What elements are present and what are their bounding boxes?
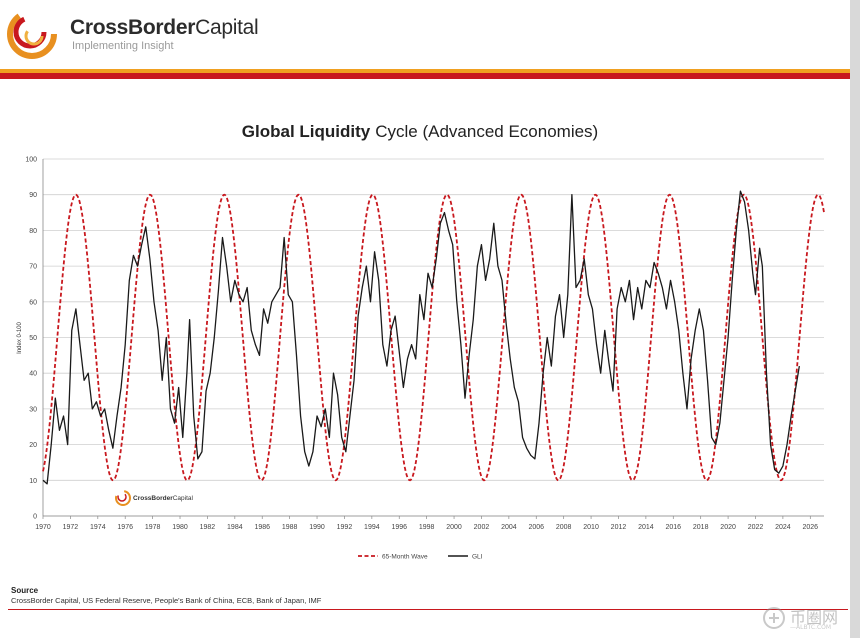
x-tick-label: 1986 (254, 524, 270, 531)
x-tick-label: 1984 (227, 524, 243, 531)
liquidity-cycle-chart: Global Liquidity Cycle (Advanced Economie… (17, 122, 825, 561)
series-lines (42, 190, 825, 485)
y-tick-label: 100 (25, 157, 37, 164)
y-axis-label: Index 0-100 (17, 321, 23, 353)
x-tick-label: 2026 (803, 524, 819, 531)
y-tick-label: 80 (29, 228, 37, 235)
x-tick-label: 2024 (775, 524, 791, 531)
x-tick-label: 1978 (145, 524, 161, 531)
y-tick-label: 60 (29, 299, 37, 306)
series-line-gli (42, 190, 800, 485)
y-tick-label: 40 (29, 371, 37, 378)
x-tick-label: 2010 (583, 524, 599, 531)
brand-name-bold: CrossBorder (70, 16, 196, 39)
y-tick-label: 20 (29, 442, 37, 449)
header-stripe-orange (0, 69, 850, 73)
watermark-site-name: 币圈网 (790, 608, 839, 627)
y-tick-label: 30 (29, 406, 37, 413)
x-tick-label: 1998 (419, 524, 435, 531)
inset-logo-text: CrossBorderCapital (133, 495, 194, 502)
x-tick-label: 1990 (309, 524, 325, 531)
x-tick-label: 2022 (748, 524, 764, 531)
y-tick-label: 90 (29, 192, 37, 199)
y-tick-label: 50 (29, 335, 37, 342)
inset-logo: CrossBorderCapital (115, 490, 194, 506)
source-title: Source (11, 586, 39, 595)
x-tick-label: 1976 (117, 524, 133, 531)
x-tick-label: 2004 (501, 524, 517, 531)
x-axis-ticks: 1970 1972 1974 1976 1978 1980 1982 1984 1986 1988… (35, 516, 818, 531)
watermark-site-url: —ALBTC.COM (790, 624, 832, 631)
inset-logo-icon (115, 490, 131, 506)
x-tick-label: 2006 (528, 524, 544, 531)
chart-legend: 65-Month Wave GLI (358, 554, 483, 561)
x-tick-label: 2000 (446, 524, 462, 531)
source-text: CrossBorder Capital, US Federal Reserve,… (11, 596, 322, 605)
x-tick-label: 2002 (474, 524, 490, 531)
header-bar: CrossBorderCapital Implementing Insight (0, 0, 860, 80)
x-tick-label: 2014 (638, 524, 654, 531)
x-tick-label: 1980 (172, 524, 188, 531)
x-tick-label: 2020 (720, 524, 736, 531)
x-tick-label: 1992 (337, 524, 353, 531)
site-watermark: 币圈网 —ALBTC.COM (760, 604, 850, 634)
crossborder-logo-icon (7, 9, 57, 59)
y-tick-label: 70 (29, 264, 37, 271)
chart-title-rest: Cycle (Advanced Economies) (375, 122, 598, 141)
x-tick-label: 1970 (35, 524, 51, 531)
chart-title-bold: Global Liquidity (242, 122, 371, 141)
watermark-icon (763, 607, 785, 629)
brand-name-rest: Capital (195, 16, 259, 39)
brand-name: CrossBorderCapital (70, 16, 259, 40)
footer: Source CrossBorder Capital, US Federal R… (11, 586, 831, 605)
x-tick-label: 1974 (90, 524, 106, 531)
x-tick-label: 2008 (556, 524, 572, 531)
grid-lines (43, 158, 824, 517)
x-tick-label: 1982 (200, 524, 216, 531)
x-tick-label: 2012 (611, 524, 627, 531)
x-tick-label: 2016 (665, 524, 681, 531)
brand-tagline: Implementing Insight (72, 40, 174, 52)
x-tick-label: 1994 (364, 524, 380, 531)
right-edge-bar (850, 0, 860, 638)
header-stripe-red (0, 73, 850, 79)
legend-label-gli: GLI (472, 554, 483, 561)
y-axis-ticks: 0 10 20 30 40 50 60 70 80 90 100 (25, 157, 37, 521)
footer-divider (8, 609, 848, 610)
legend-label-65-month-wave: 65-Month Wave (382, 554, 428, 561)
x-tick-label: 1996 (391, 524, 407, 531)
x-tick-label: 1972 (63, 524, 79, 531)
chart-title: Global Liquidity Cycle (Advanced Economie… (242, 122, 598, 141)
x-tick-label: 1988 (282, 524, 298, 531)
x-tick-label: 2018 (693, 524, 709, 531)
y-tick-label: 0 (33, 514, 37, 521)
y-tick-label: 10 (29, 478, 37, 485)
